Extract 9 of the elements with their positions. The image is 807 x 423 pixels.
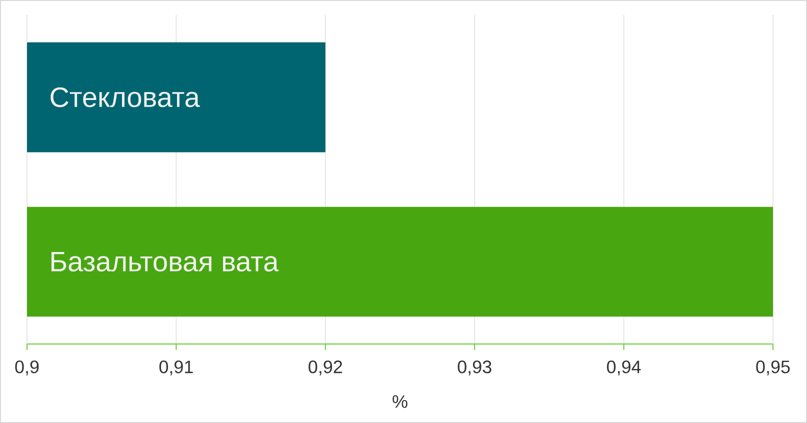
- x-tick-label: 0,95: [756, 360, 790, 376]
- y-tick-label: Стекловата: [50, 87, 200, 108]
- x-tick-label: 0,93: [458, 360, 492, 376]
- x-axis-title: %: [392, 395, 408, 408]
- x-tick-label: 0,91: [159, 360, 193, 376]
- y-tick-label: Базальтовая вата: [52, 252, 279, 272]
- x-tick-label: 0,94: [606, 360, 641, 376]
- x-tick-label: 0,92: [308, 360, 342, 376]
- x-tick-label: 0,9: [15, 360, 39, 376]
